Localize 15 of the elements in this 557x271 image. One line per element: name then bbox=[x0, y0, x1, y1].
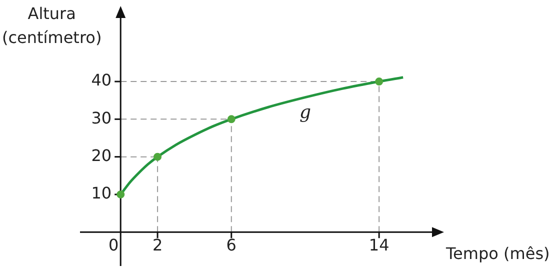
series-label: g bbox=[299, 102, 311, 124]
x-tick-label: 2 bbox=[152, 235, 163, 254]
point bbox=[227, 115, 236, 124]
y-axis-title: Altura (centímetro) bbox=[2, 3, 102, 49]
point bbox=[375, 78, 384, 86]
x-tick-label: 6 bbox=[226, 235, 236, 254]
y-tick-label: 20 bbox=[91, 146, 112, 165]
point bbox=[154, 152, 162, 161]
y-tick-label: 40 bbox=[91, 70, 112, 90]
y-tick-label: 10 bbox=[91, 184, 112, 203]
x-tick-label: 0 bbox=[108, 235, 119, 254]
x-axis-title: Tempo (mês) bbox=[446, 243, 550, 265]
point bbox=[116, 190, 125, 198]
y-tick-label: 30 bbox=[91, 108, 112, 128]
x-tick-label: 14 bbox=[368, 235, 390, 254]
